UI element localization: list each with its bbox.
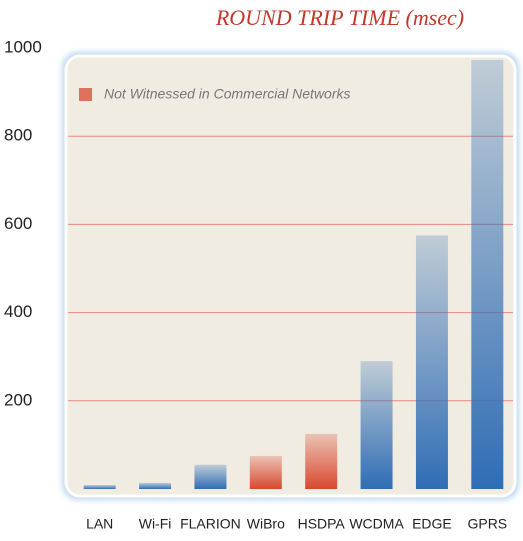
y-tick-label: 400 [4, 302, 32, 321]
x-tick-label: WiBro [247, 516, 285, 532]
y-tick-label: 800 [4, 126, 32, 145]
bar [471, 59, 504, 489]
x-tick-label: EDGE [412, 516, 452, 532]
bar [194, 464, 227, 489]
plot-panel [64, 54, 517, 498]
x-tick-label: HSDPA [298, 516, 346, 532]
bar [139, 482, 172, 489]
bar [360, 361, 393, 489]
x-tick-label: WCDMA [349, 516, 404, 532]
bar [415, 235, 448, 489]
bar [249, 455, 282, 489]
chart-title: ROUND TRIP TIME (msec) [215, 5, 464, 30]
x-tick-label: FLARION [180, 516, 241, 532]
x-tick-label: GPRS [467, 516, 507, 532]
y-tick-label: 200 [4, 390, 32, 409]
legend-label: Not Witnessed in Commercial Networks [104, 86, 351, 102]
y-tick-label: 600 [4, 214, 32, 233]
bar [83, 485, 116, 489]
legend-swatch [79, 88, 92, 101]
x-tick-label: LAN [86, 516, 113, 532]
x-tick-label: Wi-Fi [139, 516, 172, 532]
y-tick-label: 1000 [4, 37, 42, 56]
bar [305, 433, 338, 489]
